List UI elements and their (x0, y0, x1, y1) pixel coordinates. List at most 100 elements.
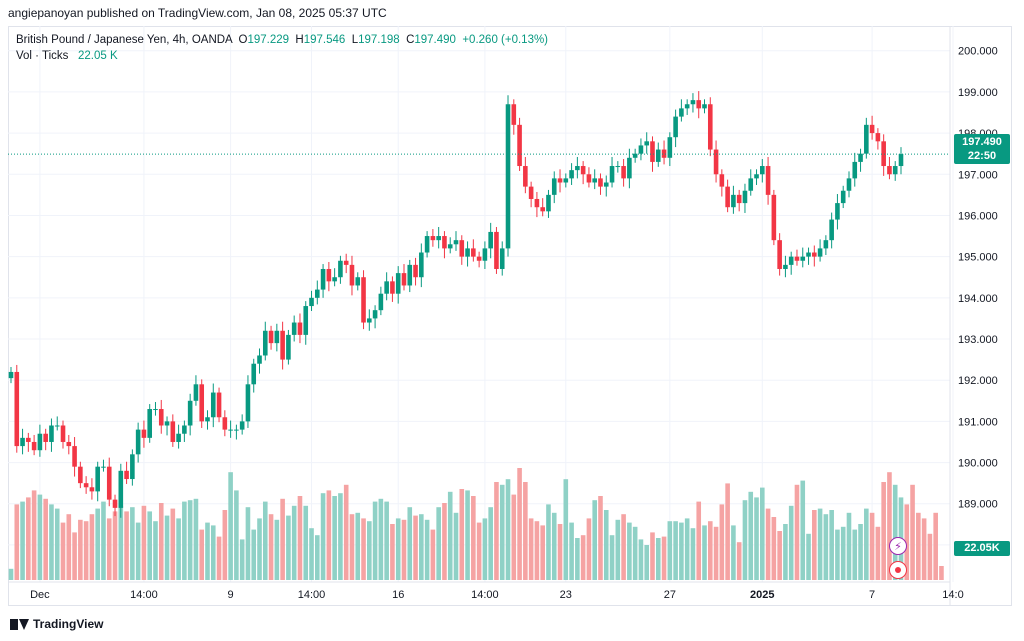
candle-body (690, 100, 696, 105)
volume-bar (338, 493, 343, 580)
candle-body (124, 470, 129, 480)
volume-bar (719, 504, 725, 580)
volume-bar (430, 529, 436, 580)
price-tick-label: 195.000 (958, 252, 998, 264)
volume-bar (43, 498, 48, 580)
volume-bar (37, 494, 43, 580)
tradingview-logo-icon (10, 618, 29, 630)
volume-bar (124, 511, 129, 580)
volume-bar (20, 501, 25, 580)
volume-bar (320, 493, 326, 580)
candle-body (268, 330, 274, 344)
time-tick-label: 14:00 (471, 589, 499, 601)
volume-bar (193, 498, 199, 580)
candle-body (309, 297, 314, 307)
volume-bar (49, 504, 54, 580)
volume-bar (777, 531, 782, 580)
volume-bar (314, 535, 320, 580)
candle-body (794, 256, 800, 261)
volume-bar (413, 515, 418, 580)
price-tick-label: 191.000 (958, 416, 998, 428)
volume-bar (534, 521, 540, 580)
volume-tag: 22.05K (954, 541, 1010, 556)
price-axis: 188.000189.000190.000191.000192.000193.0… (958, 46, 998, 552)
volume-bar (627, 522, 632, 580)
candle-body (390, 281, 395, 294)
high-value: 197.546 (303, 34, 346, 46)
candle-body (488, 231, 493, 249)
volume-bar (840, 526, 846, 580)
volume-bar (234, 490, 239, 580)
candle-body (707, 104, 713, 150)
candle-body (257, 355, 262, 364)
candle-body (101, 466, 106, 468)
candle-body (326, 268, 332, 282)
volume-bar (892, 484, 898, 580)
volume-bar (343, 484, 349, 580)
volume-bar (621, 514, 626, 580)
volume-bar (725, 483, 730, 580)
volume-bar (216, 536, 222, 580)
candle-body (182, 425, 187, 434)
volume-bar (268, 514, 274, 580)
candle-body (800, 256, 806, 261)
candle-body (442, 236, 447, 249)
volume-bar (806, 533, 811, 580)
candle-body (320, 268, 326, 290)
price-tick-label: 193.000 (958, 334, 998, 346)
volume-bar (523, 482, 528, 580)
volume-bar (401, 519, 407, 580)
candle-body (20, 437, 25, 447)
volume-bar (783, 524, 788, 580)
candle-body (771, 194, 777, 241)
volume-bar (632, 526, 638, 580)
record-icon[interactable] (889, 561, 907, 579)
volume-bar (153, 521, 158, 580)
candle-body (43, 433, 48, 442)
candle-body (661, 149, 667, 158)
candle-body (66, 441, 72, 447)
candle-body (812, 252, 817, 257)
candle-body (499, 248, 505, 269)
volume-bar (280, 498, 285, 580)
candlesticks (8, 91, 904, 518)
candle-body (471, 248, 476, 257)
volume-legend: Vol · Ticks 22.05 K (16, 50, 118, 62)
candle-body (187, 400, 193, 426)
candle-body (37, 433, 43, 451)
time-tick-label: 2025 (750, 589, 774, 601)
candle-body (840, 190, 846, 204)
candle-body (673, 116, 678, 138)
candle-body (494, 231, 499, 269)
volume-bar (453, 512, 459, 580)
candle-body (858, 153, 863, 162)
volume-bar (644, 545, 650, 580)
candle-body (702, 104, 707, 109)
volume-bar (83, 521, 89, 580)
volume-bar (390, 524, 395, 580)
volume-bar (262, 501, 268, 580)
candle-body (523, 166, 528, 187)
candle-body (517, 124, 522, 167)
volume-bar (667, 521, 673, 580)
price-chart[interactable]: 188.000189.000190.000191.000192.000193.0… (8, 26, 1012, 606)
volume-bar (297, 496, 303, 580)
candle-body (205, 417, 210, 422)
candle-body (892, 166, 898, 175)
volume-bar (702, 525, 707, 580)
candle-body (338, 260, 343, 278)
candle-body (534, 198, 540, 208)
volume-bar (499, 484, 505, 580)
volume-bar (494, 482, 499, 580)
volume-bar (419, 514, 424, 580)
candle-body (563, 178, 569, 183)
volume-bar (239, 539, 245, 580)
close-value: 197.490 (414, 34, 456, 46)
time-axis: Dec 14:00 9 14:00 16 14:00 23 27 2025 7 14:0 (30, 589, 964, 601)
volume-bar (563, 479, 569, 580)
flash-icon[interactable]: ⚡ (889, 537, 907, 555)
candle-body (846, 178, 852, 191)
volume-bar (881, 482, 886, 580)
candle-body (551, 178, 557, 195)
candle-body (297, 322, 303, 335)
